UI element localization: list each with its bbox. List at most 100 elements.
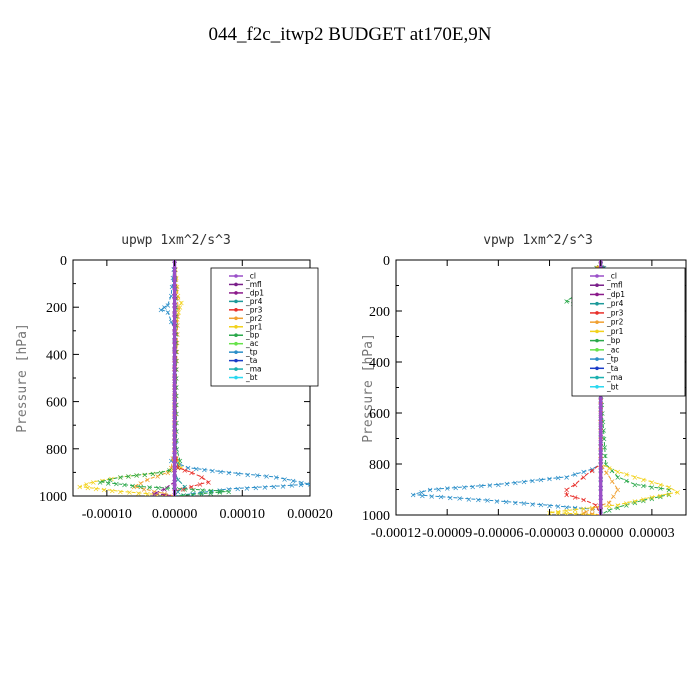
series-point-pr2: × (151, 487, 158, 496)
series-point-bp: × (614, 473, 621, 482)
series-point-cl: × (597, 484, 604, 493)
series-point-pr1: × (174, 283, 181, 292)
legend-marker (234, 324, 238, 329)
series-point-bp: × (199, 486, 206, 495)
series-point-tp: × (538, 501, 545, 510)
series-point-pr1: × (83, 480, 90, 489)
legend-box (210, 267, 319, 387)
series-point-pr2: × (174, 339, 181, 348)
legend-marker (595, 311, 599, 315)
series-point-tp: × (298, 478, 305, 487)
series-point-pr1: × (572, 506, 579, 515)
series-point-tp: × (225, 468, 232, 477)
series-point-tp: × (521, 478, 528, 487)
series-point-pr1: × (133, 471, 140, 480)
series-point-tp: × (461, 483, 468, 492)
series-point-pr1: × (153, 490, 160, 499)
series-point-bp: × (600, 426, 607, 435)
series-point-tp: × (512, 498, 519, 507)
series-point-tp: × (563, 473, 570, 482)
legend-label: _pr2 (606, 318, 624, 327)
legend-marker (595, 338, 599, 343)
series-point-bp: × (225, 487, 232, 496)
series-point-cl: × (171, 438, 178, 447)
legend-vpwp: _cl_mfl_dp1_pr4_pr3_pr2_pr1_bp_ac_tp_ta_… (571, 267, 686, 397)
series-point-pr1: × (175, 457, 182, 466)
x-tick-label: -0.00012 (371, 526, 421, 541)
series-point-cl: × (171, 419, 178, 428)
series-point-tp: × (478, 482, 485, 491)
x-tick-label: 0.00020 (287, 507, 333, 522)
series-point-bp: × (666, 491, 673, 500)
y-tick-label: 800 (369, 458, 390, 473)
series-point-tp: × (185, 464, 192, 473)
series-point-pr2: × (141, 485, 148, 494)
legend-label: _bt (245, 373, 258, 382)
legend-label: _mfl (245, 280, 262, 289)
legend-marker (595, 301, 599, 306)
series-point-pr2: × (131, 483, 138, 492)
series-point-cl: × (597, 420, 604, 429)
series-point-pr3: × (592, 501, 599, 510)
series-point-pr1: × (614, 468, 621, 477)
series-point-pr2: × (174, 312, 181, 321)
legend-label: _ma (606, 373, 623, 382)
legend-marker (234, 282, 238, 287)
series-point-bp: × (189, 490, 196, 499)
series-point-cl: × (171, 320, 178, 329)
legend-label: _pr1 (245, 322, 263, 331)
series-point-bp: × (217, 487, 224, 496)
legend-marker (595, 274, 599, 278)
series-point-tp: × (254, 471, 261, 480)
series-point-bp: × (173, 427, 180, 436)
series-point-pr1: × (606, 464, 613, 473)
series-point-bp: × (173, 392, 180, 401)
series-point-tp: × (273, 473, 280, 482)
series-point-cl: × (171, 456, 178, 465)
series-point-tp: × (168, 317, 175, 326)
series-point-bp: × (173, 347, 180, 356)
series-point-cl: × (597, 475, 604, 484)
legend-label: _pr3 (606, 308, 624, 317)
series-point-tp: × (538, 476, 545, 485)
series-point-pr2: × (606, 498, 613, 507)
legend-marker (234, 358, 238, 363)
series-point-bp: × (173, 445, 180, 454)
series-point-tp: × (589, 465, 596, 474)
series-point-tp: × (563, 503, 570, 512)
series-point-cl: × (171, 483, 178, 492)
legend-marker (595, 375, 599, 380)
legend-label: _pr2 (245, 314, 263, 323)
series-point-tp: × (438, 493, 445, 502)
series-point-pr1: × (666, 490, 673, 499)
series-point-cl: × (171, 465, 178, 474)
series-point-pr1: × (175, 291, 182, 300)
series-point-tp: × (546, 475, 553, 484)
series-point-tp: × (447, 493, 454, 502)
legend-marker (595, 292, 599, 297)
series-point-pr2: × (173, 284, 180, 293)
series-point-bp: × (208, 486, 215, 495)
series-point-tp: × (193, 465, 200, 474)
y-axis-label-upwp: Pressure [hPa] (15, 323, 30, 433)
series-point-pr1: × (631, 497, 638, 506)
series-point-pr2: × (174, 321, 181, 330)
series-point-tp: × (180, 491, 187, 500)
series-point-pr1: × (555, 509, 562, 518)
series-point-pr2: × (589, 505, 596, 514)
series-point-tp: × (262, 483, 269, 492)
series-point-tp: × (164, 308, 171, 317)
y-tick-label: 600 (46, 396, 67, 411)
series-point-tp: × (201, 466, 208, 475)
legend-label: _cl (606, 272, 617, 281)
series-point-tp: × (252, 483, 259, 492)
series-point-pr1: × (640, 475, 647, 484)
series-point-bp: × (117, 473, 124, 482)
series-point-pr1: × (572, 510, 579, 519)
series-point-pr3: × (188, 468, 195, 477)
series-point-bp: × (606, 506, 613, 515)
series-point-cl: × (597, 393, 604, 402)
series-point-pr1: × (144, 490, 151, 499)
series-point-pr1: × (649, 493, 656, 502)
series-point-cl: × (171, 283, 178, 292)
